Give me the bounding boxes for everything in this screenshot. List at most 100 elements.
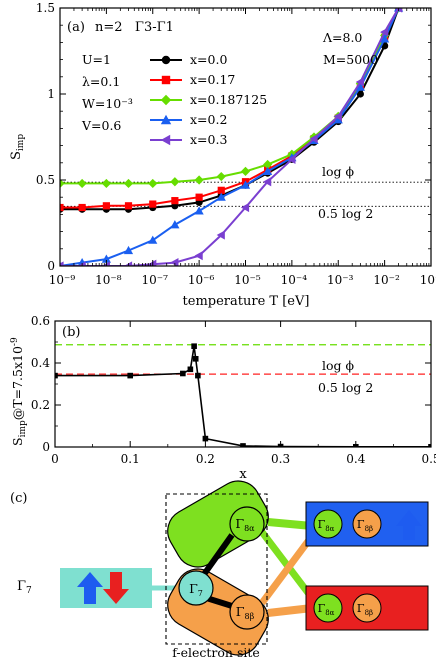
f-electron-site-frame	[165, 493, 268, 645]
panel-c-label: (c)	[10, 491, 27, 506]
panel-a-param-w: W=10⁻³	[82, 96, 133, 111]
point-x=0.2-13	[355, 82, 365, 91]
g8a-pill	[167, 480, 269, 568]
bath-down-g8a-label: Γ8α	[318, 602, 335, 617]
bath-down-arrow-icon	[396, 594, 422, 624]
point-x=0.3-10	[287, 154, 296, 164]
panel-b-label: (b)	[62, 325, 80, 340]
point-x=0.187125-5	[170, 177, 180, 187]
bath-up-arrow-icon	[396, 510, 422, 540]
point-x=0.187125-8	[240, 166, 251, 176]
panel-a: 10⁻⁹ 10⁻⁸ 10⁻⁷ 10⁻⁶ 10⁻⁵ 10⁻⁴ 10⁻³ 10⁻² 10⁻¹ 0 0.5…	[9, 1, 436, 309]
point-x=0.187125-1	[77, 178, 87, 189]
panel-b-frame	[54, 320, 432, 448]
connector-g8b-bath-down	[267, 604, 313, 617]
g8a-node-label-sub: 8α	[244, 524, 255, 533]
legend-marker-x=0.0	[161, 55, 171, 65]
bath-down-g8b-node	[352, 593, 382, 623]
bath-up-g8b-label-sub: 8β	[365, 525, 374, 533]
legend-label-x=0.17: x=0.17	[190, 72, 235, 87]
point-x=0.3-14	[380, 27, 389, 37]
panel-b-ref-label-log-phi: log ϕ	[322, 358, 354, 373]
panel-b-point-6	[195, 372, 201, 379]
point-x=0.2-8	[240, 180, 251, 189]
point-x=0.3-9	[263, 177, 272, 187]
panel-b-x-tick-label: 0.1	[121, 452, 140, 466]
point-x=0.187125-0	[60, 178, 65, 189]
x-tick-label: 10⁻³	[327, 273, 354, 287]
y-tick-label: 1	[47, 87, 55, 101]
legend-label-x=0.3: x=0.3	[190, 132, 227, 147]
panel-b-y-tick-label: 0.2	[31, 398, 50, 412]
point-x=0.17-6	[195, 193, 203, 201]
legend-marker-x=0.3	[160, 134, 171, 146]
connector-g8a-bath-up	[267, 518, 313, 530]
panel-b-point-7	[202, 435, 209, 442]
panel-b-point-2	[180, 370, 186, 377]
bond-g7-g8a	[197, 533, 235, 582]
x-tick-label: 10⁻⁶	[188, 273, 215, 287]
g7-node-label-main: Γ	[189, 581, 198, 596]
point-x=0.187125-3	[123, 178, 134, 189]
panel-b-point-1	[127, 372, 133, 379]
bath-down-g8a-label-sub: 8α	[325, 609, 334, 617]
x-tick-label: 10⁻⁸	[95, 273, 122, 287]
svg-text:Simp@T=7.5x10-9: Simp@T=7.5x10-9	[10, 337, 28, 446]
point-x=0.17-7	[217, 186, 225, 194]
bath-down-g8a-node	[313, 593, 343, 623]
legend-marker-x=0.17	[161, 75, 171, 85]
gamma7-label: Γ7	[17, 579, 32, 596]
panel-b-series	[55, 343, 431, 447]
panel-b-xlabel: x	[239, 467, 247, 482]
legend-marker-x=0.187125	[160, 94, 172, 106]
x-tick-label: 10⁻⁵	[234, 273, 261, 287]
bath-down-g8b-label-main: Γ	[357, 602, 365, 615]
point-x=0.187125-9	[263, 159, 273, 170]
point-x=0.17-3	[124, 202, 133, 210]
panel-b-y-tick-label: 0.6	[31, 314, 50, 328]
panel-a-param-u: U=1	[82, 52, 111, 67]
panel-a-ylabel-sub: imp	[16, 134, 26, 151]
panel-a-frame	[59, 7, 432, 267]
panel-a-param-v: V=0.6	[81, 118, 121, 133]
point-x=0.17-1	[78, 203, 86, 212]
panel-b-x-tick-label: 0.3	[271, 452, 290, 466]
g8b-node	[229, 594, 265, 630]
panel-b-point-3	[187, 366, 194, 373]
point-x=0.187125-6	[194, 175, 204, 185]
connector-g8b-bath-up	[259, 533, 315, 606]
bath-up-g8a-node	[313, 509, 343, 539]
panel-b-series-line	[55, 346, 431, 447]
panel-b-y-tick-label: 0.4	[31, 356, 50, 370]
panel-a-ylabel: Simp	[9, 134, 26, 160]
point-x=0.2-9	[263, 166, 273, 175]
panel-a-ticks: 10⁻⁹ 10⁻⁸ 10⁻⁷ 10⁻⁶ 10⁻⁵ 10⁻⁴ 10⁻³ 10⁻² 10⁻¹ 0 0.5…	[36, 1, 436, 287]
g7-node-label: Γ7	[189, 581, 203, 598]
panel-a-title: n=2 Γ3-Γ1	[95, 20, 174, 35]
bath-up-g8a-label: Γ8α	[318, 518, 335, 533]
point-x=0.2-2	[101, 254, 111, 263]
panel-a-param-lambda: λ=0.1	[82, 74, 120, 89]
panel-b-y-tick-label: 0	[42, 440, 50, 454]
point-x=0.17-4	[149, 200, 157, 208]
legend-marker-x=0.2	[160, 114, 172, 125]
legend-label-x=0.2: x=0.2	[190, 112, 227, 127]
point-x=0.2-4	[148, 235, 158, 244]
point-x=0.3-8	[240, 202, 250, 213]
panel-a-ylabel-main: S	[9, 151, 24, 160]
series-line-x=0.2	[60, 8, 400, 266]
panel-b-ylabel-sub: imp	[18, 420, 28, 437]
x-tick-label: 10⁻⁹	[49, 273, 76, 287]
g8b-node-label: Γ8β	[236, 604, 255, 621]
point-x=0.3-15	[393, 8, 403, 13]
x-tick-label: 10⁻⁴	[281, 273, 308, 287]
bath-up-g8a-label-sub: 8α	[325, 525, 334, 533]
bath-up-g8b-node	[352, 509, 382, 539]
panel-b-x-tick-label: 0.5	[421, 452, 436, 466]
point-x=0.2-3	[123, 245, 134, 255]
panel-b-x-tick-label: 0.2	[196, 452, 215, 466]
panel-a-param-m: M=5000	[323, 52, 378, 67]
x-tick-label: 10⁻²	[373, 273, 400, 287]
gamma7-down-arrow-icon	[103, 572, 129, 604]
